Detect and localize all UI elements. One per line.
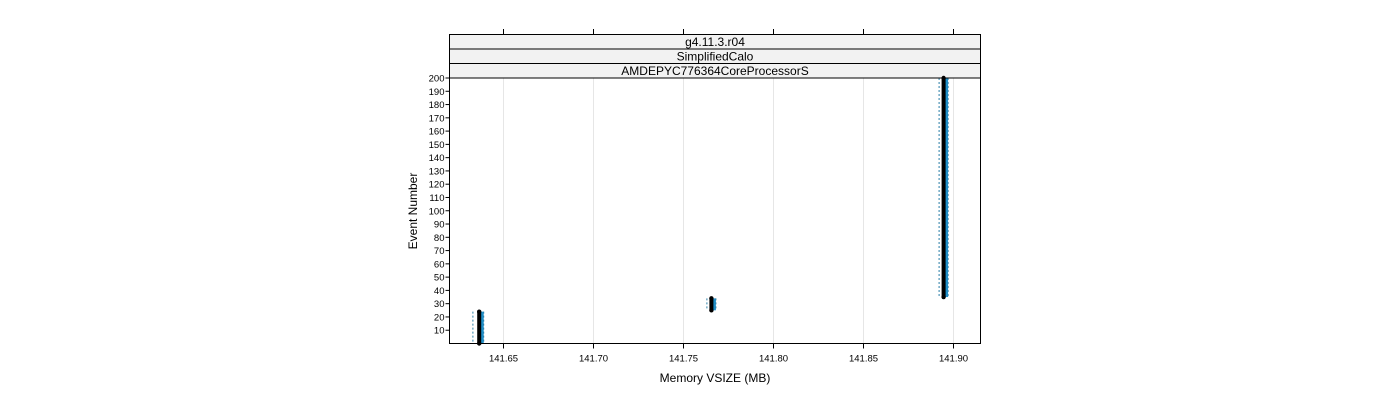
y-tick-label: 160: [429, 127, 445, 138]
plot-marks: [472, 75, 949, 346]
y-tick-label: 170: [429, 113, 445, 124]
y-tick-label: 140: [429, 153, 445, 164]
strip-2-label: SimplifiedCalo: [677, 50, 754, 64]
y-tick-label: 100: [429, 206, 445, 217]
y-tick-label: 90: [434, 220, 445, 231]
x-tick-label: 141.85: [849, 354, 878, 365]
panel-strips: g4.11.3.r04 SimplifiedCalo AMDEPYC776364…: [449, 34, 981, 79]
y-tick-label: 130: [429, 166, 445, 177]
y-tick-label: 150: [429, 140, 445, 151]
y-tick-label: 80: [434, 233, 445, 244]
x-axis-label: Memory VSIZE (MB): [660, 371, 771, 385]
event-point-top: [709, 296, 714, 301]
y-tick-label: 60: [434, 259, 445, 270]
x-tick-label: 141.65: [489, 354, 518, 365]
y-tick-label: 70: [434, 246, 445, 257]
y-tick-label: 20: [434, 312, 445, 323]
y-axis-label: Event Number: [406, 173, 420, 250]
y-tick-label: 120: [429, 180, 445, 191]
y-tick-label: 200: [429, 74, 445, 85]
y-tick-label: 180: [429, 100, 445, 111]
event-point-bottom: [941, 294, 946, 300]
grid: [503, 78, 954, 344]
strip-1-label: g4.11.3.r04: [685, 35, 745, 49]
cluster-2: [706, 296, 717, 313]
y-tick-label: 110: [429, 193, 444, 204]
x-tick-label: 141.90: [939, 354, 968, 365]
event-point-top: [477, 309, 482, 314]
x-tick-label: 141.80: [759, 354, 788, 365]
cluster-3: [938, 75, 949, 300]
y-tick-label: 30: [434, 299, 445, 310]
x-axis: 141.65 141.70 141.75 141.80 141.85 141.90: [489, 29, 968, 365]
cluster-1: [472, 309, 485, 346]
y-tick-label: 10: [434, 326, 445, 337]
strip-3-label: AMDEPYC776364CoreProcessorS: [621, 64, 808, 78]
y-axis: 10 20 30 40 50 60 70 80 90 100 110 120 130 140 150 160 1…: [429, 74, 450, 337]
y-tick-label: 190: [429, 87, 445, 98]
x-tick-label: 141.75: [669, 354, 698, 365]
y-tick-label: 50: [434, 273, 445, 284]
x-tick-label: 141.70: [579, 354, 608, 365]
y-tick-label: 40: [434, 286, 445, 297]
event-point-bottom: [709, 308, 714, 313]
